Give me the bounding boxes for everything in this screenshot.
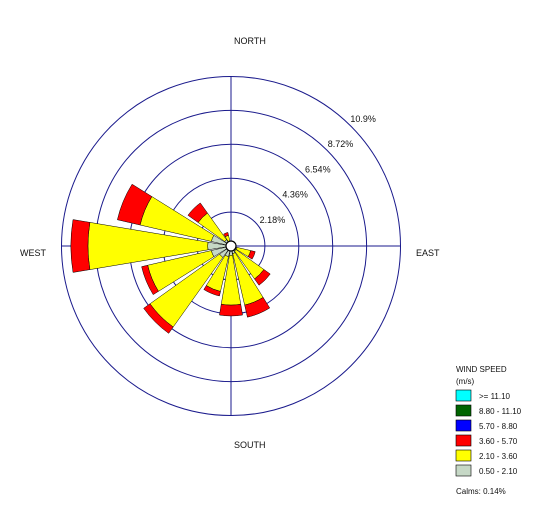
calm-center [225,240,237,252]
ring-label-1: 2.18% [260,215,286,225]
ring-label-4: 8.72% [328,139,354,149]
rose-ring-labels: 2.18% 4.36% 6.54% 8.72% 10.9% [260,114,376,225]
legend-label-2: 8.80 - 11.10 [479,407,522,416]
petal-sse-bin-3 [244,297,271,318]
legend-swatch-5 [455,449,472,462]
compass-north-label: NORTH [234,36,266,46]
legend-label-1: >= 11.10 [479,392,511,401]
legend-label-6: 0.50 - 2.10 [479,467,518,476]
petal-nnw-bin-3 [223,232,229,238]
petal-w-bin-3 [70,219,91,273]
petal-sw-bin-3 [143,303,174,334]
legend-swatch-4 [455,434,472,447]
petal-nw-bin-3 [187,202,208,223]
legend-units: (m/s) [456,377,475,386]
petal-ssw-bin-3 [203,285,221,297]
petal-ese-bin-3 [247,250,256,260]
ring-label-3: 6.54% [305,164,331,174]
compass-east-label: EAST [416,248,440,258]
ring-label-2: 4.36% [282,190,308,200]
legend-swatch-1 [455,389,472,402]
legend-swatch-3 [455,419,472,432]
rose-petals [70,183,271,334]
petal-s-bin-3 [219,303,243,317]
calms-label: Calms: 0.14% [456,487,506,496]
petal-se-bin-3 [254,269,271,286]
legend-swatch-6 [455,464,472,477]
ring-label-5: 10.9% [350,114,376,124]
compass-west-label: WEST [20,248,47,258]
petal-wnw-bin-3 [117,183,153,226]
compass-south-label: SOUTH [234,440,266,450]
legend-label-3: 5.70 - 8.80 [479,422,518,431]
legend-title: WIND SPEED [456,365,507,374]
legend-swatch-2 [455,404,472,417]
legend-label-4: 3.60 - 5.70 [479,437,518,446]
legend: WIND SPEED (m/s) >= 11.10 8.80 - 11.10 5.7… [455,365,522,496]
legend-label-5: 2.10 - 3.60 [479,452,518,461]
petal-wsw-bin-3 [141,264,159,295]
